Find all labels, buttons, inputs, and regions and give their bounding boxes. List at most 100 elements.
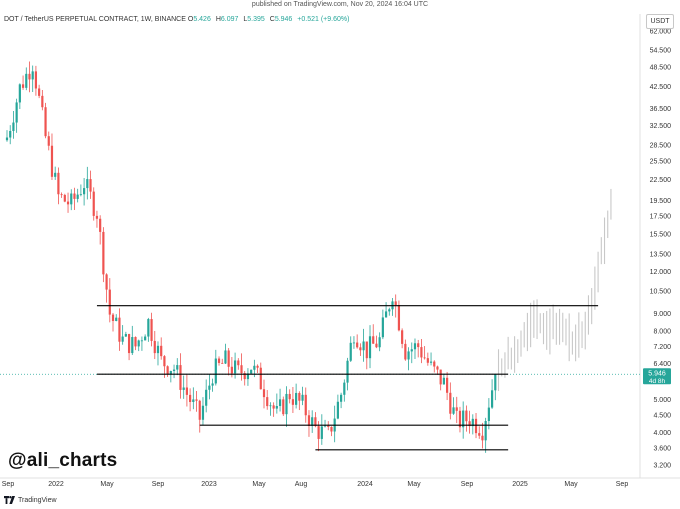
- candle-35: [118, 308, 121, 351]
- candle-body: [484, 421, 487, 441]
- candle-body: [108, 289, 111, 315]
- candle-body: [362, 341, 365, 351]
- candle-body: [214, 358, 217, 384]
- candle-126: [410, 342, 413, 364]
- candle-117: [381, 309, 384, 340]
- candle-5: [21, 75, 25, 90]
- candle-body: [86, 179, 89, 189]
- price-tick-label-15: 9.000: [653, 311, 671, 318]
- candle-body: [259, 367, 262, 390]
- candle-body: [465, 410, 468, 422]
- candle-109: [356, 334, 359, 349]
- candle-15: [54, 166, 57, 180]
- candle-body: [57, 172, 60, 195]
- candle-body: [31, 71, 34, 80]
- candle-body: [474, 418, 478, 434]
- candle-141: [458, 406, 462, 433]
- candle-body: [63, 194, 66, 202]
- candle-body: [224, 350, 227, 364]
- time-tick-label-1: 2022: [48, 481, 64, 488]
- candle-body: [343, 382, 346, 395]
- candle-20: [70, 189, 73, 211]
- candle-151: [490, 379, 494, 409]
- candle-147: [478, 426, 481, 439]
- candle-body: [243, 373, 246, 380]
- last-price-countdown: 4d 8h: [649, 378, 666, 385]
- candle-124: [404, 339, 407, 361]
- price-tick-label-8: 22.500: [650, 177, 672, 184]
- candle-12: [44, 102, 47, 139]
- candle-66: [217, 356, 221, 366]
- candle-body: [417, 343, 420, 348]
- candle-112: [365, 341, 368, 370]
- candle-145: [471, 414, 474, 435]
- candle-93: [304, 387, 307, 423]
- candle-body: [330, 426, 333, 432]
- candle-81: [266, 390, 269, 410]
- candle-body: [352, 342, 356, 344]
- candle-body: [365, 341, 368, 359]
- candle-body: [73, 193, 76, 199]
- candle-60: [198, 399, 201, 433]
- candle-body: [404, 343, 407, 360]
- candle-body: [314, 417, 317, 427]
- candle-body: [250, 369, 253, 374]
- candle-74: [243, 370, 246, 386]
- candle-98: [320, 414, 323, 445]
- candle-body: [275, 406, 278, 409]
- candle-84: [275, 393, 278, 414]
- author-watermark: @ali_charts: [8, 450, 118, 471]
- candle-body: [156, 345, 160, 354]
- candle-127: [413, 338, 417, 360]
- tradingview-footer[interactable]: TradingView: [4, 496, 57, 504]
- candle-33: [111, 312, 115, 332]
- candle-138: [449, 382, 452, 420]
- candle-body: [462, 410, 465, 428]
- candle-body: [76, 194, 79, 199]
- tradingview-logo-icon: [4, 496, 15, 504]
- candle-body: [397, 305, 401, 331]
- candle-73: [240, 353, 243, 381]
- candle-52: [172, 364, 176, 379]
- candle-body: [455, 407, 458, 411]
- candle-43: [144, 334, 147, 341]
- candle-body: [407, 351, 410, 360]
- candle-body: [278, 399, 282, 407]
- currency-button[interactable]: USDT: [646, 14, 674, 29]
- candle-body: [18, 84, 21, 103]
- symbol-legend: DOT / TetherUS PERPETUAL CONTRACT, 1W, B…: [4, 16, 352, 23]
- candle-body: [458, 410, 462, 428]
- candle-63: [208, 373, 211, 400]
- candle-body: [166, 366, 169, 375]
- candle-body: [439, 369, 442, 385]
- candle-body: [38, 88, 41, 96]
- candle-99: [323, 419, 327, 428]
- candle-body: [413, 343, 417, 350]
- candle-body: [195, 399, 198, 401]
- candle-118: [384, 302, 388, 318]
- candle-32: [108, 278, 111, 323]
- candle-body: [134, 337, 137, 347]
- candle-65: [214, 349, 217, 386]
- candle-body: [423, 357, 426, 359]
- close-label: C: [269, 16, 275, 23]
- candle-body: [205, 389, 208, 406]
- time-tick-label-7: 2024: [357, 481, 373, 488]
- candle-54: [179, 353, 182, 399]
- candle-body: [256, 365, 259, 368]
- candle-59: [195, 391, 198, 412]
- candle-26: [89, 170, 92, 199]
- candle-46: [153, 330, 156, 360]
- low-value: 5.395: [247, 16, 265, 23]
- candle-body: [185, 387, 188, 395]
- candle-body: [381, 317, 384, 338]
- price-tick-label-11: 15.500: [650, 231, 672, 238]
- candle-body: [47, 136, 50, 146]
- candle-128: [417, 339, 420, 358]
- candle-body: [378, 337, 381, 348]
- candle-body: [356, 342, 359, 348]
- candle-body: [189, 394, 192, 403]
- candle-body: [50, 145, 54, 177]
- candle-body: [436, 366, 439, 370]
